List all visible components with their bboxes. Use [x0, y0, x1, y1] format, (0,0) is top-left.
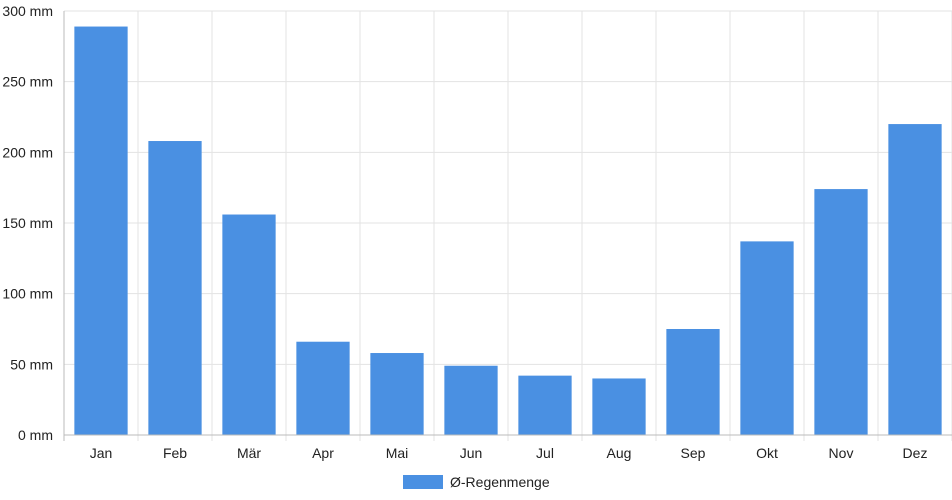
bar-Mär[interactable]	[222, 214, 276, 435]
x-tick-label: Mär	[237, 445, 261, 461]
legend-swatch	[403, 475, 443, 489]
y-tick-label: 250 mm	[2, 74, 53, 90]
x-tick-label: Jun	[460, 445, 483, 461]
y-tick-label: 0 mm	[18, 427, 53, 443]
x-tick-label: Okt	[756, 445, 778, 461]
grid-lines	[63, 10, 952, 441]
y-tick-label: 50 mm	[10, 356, 53, 372]
y-tick-label: 300 mm	[2, 3, 53, 19]
bar-Jul[interactable]	[518, 375, 572, 435]
x-axis-ticks: Jan Feb Mär Apr Mai Jun Jul Aug Sep Okt Nov Dez	[90, 445, 928, 461]
bar-Okt[interactable]	[740, 241, 794, 435]
bar-Dez[interactable]	[888, 124, 942, 436]
y-tick-label: 100 mm	[2, 286, 53, 302]
bar-Feb[interactable]	[148, 141, 202, 435]
x-tick-label: Aug	[607, 445, 632, 461]
x-tick-label: Dez	[903, 445, 928, 461]
x-tick-label: Apr	[312, 445, 334, 461]
bar-Mai[interactable]	[370, 353, 424, 435]
bar-Sep[interactable]	[666, 329, 720, 435]
y-tick-label: 200 mm	[2, 144, 53, 160]
x-tick-label: Jan	[90, 445, 113, 461]
bars	[74, 26, 942, 436]
y-axis-ticks: 0 mm 50 mm 100 mm 150 mm 200 mm 250 mm 300 mm	[2, 3, 53, 443]
legend[interactable]: Ø-Regenmenge	[403, 474, 550, 490]
bar-Nov[interactable]	[814, 189, 868, 435]
x-tick-label: Nov	[829, 445, 854, 461]
x-tick-label: Sep	[681, 445, 706, 461]
bar-Jun[interactable]	[444, 365, 498, 435]
axes	[63, 11, 952, 441]
x-tick-label: Feb	[163, 445, 187, 461]
bar-Aug[interactable]	[592, 378, 646, 435]
bar-Jan[interactable]	[74, 26, 128, 436]
y-tick-label: 150 mm	[2, 215, 53, 231]
bar-Apr[interactable]	[296, 341, 350, 435]
x-tick-label: Jul	[536, 445, 554, 461]
legend-label: Ø-Regenmenge	[450, 474, 550, 490]
x-tick-label: Mai	[386, 445, 409, 461]
